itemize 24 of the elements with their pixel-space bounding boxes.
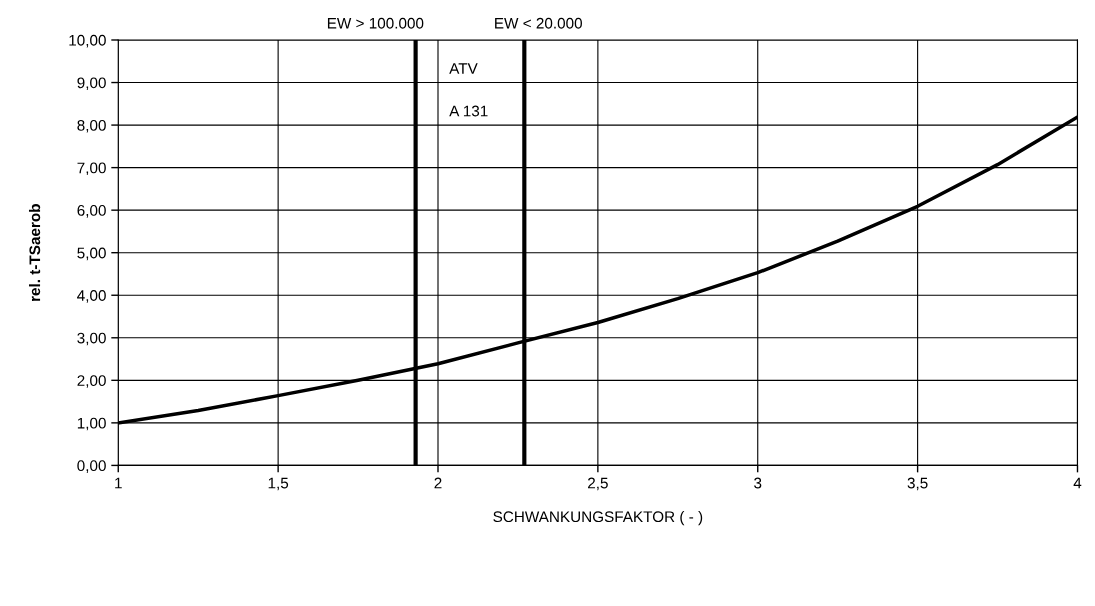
x-tick-label: 3,5 bbox=[907, 477, 928, 491]
ref-line-label: EW > 100.000 bbox=[327, 17, 424, 29]
y-tick-label: 10,00 bbox=[69, 34, 106, 48]
x-tick-label: 3 bbox=[754, 477, 762, 489]
y-axis-title: rel. t-TSaerob bbox=[28, 204, 41, 301]
y-tick-label: 8,00 bbox=[77, 119, 106, 133]
y-tick-label: 4,00 bbox=[77, 290, 106, 303]
y-tick-label: 5,00 bbox=[77, 247, 106, 261]
x-tick-label: 1 bbox=[115, 477, 122, 489]
x-axis-title: SCHWANKUNGSFAKTOR ( - ) bbox=[493, 510, 703, 526]
y-tick-label: 6,00 bbox=[77, 205, 106, 218]
x-tick-label: 2,5 bbox=[588, 477, 608, 491]
ref-line-label: EW < 20.000 bbox=[495, 17, 582, 29]
annotation: ATV bbox=[449, 63, 478, 74]
y-tick-label: 7,00 bbox=[77, 162, 106, 176]
x-tick-label: 1,5 bbox=[268, 477, 289, 491]
y-tick-label: 1,00 bbox=[77, 417, 106, 431]
annotation: A 131 bbox=[449, 105, 488, 117]
y-tick-label: 2,00 bbox=[77, 375, 106, 388]
y-tick-label: 0,00 bbox=[77, 460, 106, 473]
x-tick-label: 2 bbox=[434, 477, 442, 489]
x-tick-label: 4 bbox=[1073, 477, 1082, 489]
y-tick-label: 3,00 bbox=[77, 332, 106, 346]
y-tick-label: 9,00 bbox=[77, 77, 106, 91]
